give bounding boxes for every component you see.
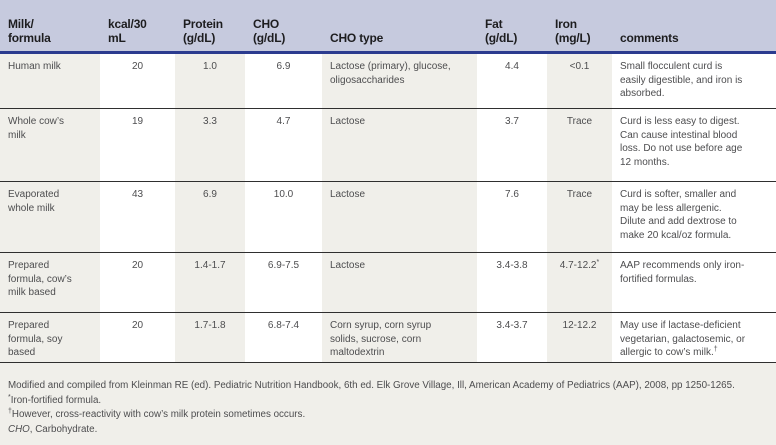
iron-footnote-mark: * <box>596 259 600 266</box>
comments-text: Curd is softer, smaller and may be less … <box>620 189 737 241</box>
cell-cho: 6.9-7.5 <box>267 260 300 271</box>
column-header-fat: Fat (g/dL) <box>485 17 518 45</box>
column-header-comments: comments <box>620 31 679 45</box>
column-header-iron: Iron (mg/L) <box>555 17 591 45</box>
cell-protein: 1.0 <box>175 54 245 108</box>
cell-iron: Trace <box>547 109 612 181</box>
iron-value: 4.7-12.2 <box>559 260 597 271</box>
cell-fat: 3.4-3.8 <box>496 260 528 271</box>
table-row-whole-cows-milk: Whole cow’s milk 19 3.3 4.7 Lactose 3.7 … <box>0 109 776 182</box>
cell-comments: Curd is softer, smaller and may be less … <box>612 182 776 252</box>
cell-cho-type: Lactose <box>322 109 477 181</box>
cell-kcal: 43 <box>131 189 144 200</box>
table-footnotes: Modified and compiled from Kleinman RE (… <box>0 363 776 445</box>
cell-cho: 4.7 <box>276 116 291 127</box>
cell-fat: 7.6 <box>505 189 519 200</box>
column-header-protein: Protein (g/dL) <box>183 17 223 45</box>
cell-iron: 4.7-12.2* <box>547 253 612 312</box>
cell-comments: Small flocculent curd is easily digestib… <box>612 54 776 108</box>
cell-cho-type: Lactose <box>322 253 477 312</box>
iron-value: 12-12.2 <box>562 320 597 331</box>
cell-protein: 6.9 <box>175 182 245 252</box>
footnote-cross-reactivity: †However, cross-reactivity with cow’s mi… <box>8 408 766 423</box>
abbreviation-term: CHO <box>8 423 30 435</box>
table-row-prepared-formula-cows-milk: Prepared formula, cow’s milk based 20 1.… <box>0 253 776 313</box>
footnote-source: Modified and compiled from Kleinman RE (… <box>8 380 735 391</box>
cell-protein: 3.3 <box>175 109 245 181</box>
column-header-kcal: kcal/30 mL <box>108 17 147 45</box>
footnote-iron-text: Iron-fortified formula. <box>10 394 102 406</box>
comments-text: Small flocculent curd is easily digestib… <box>620 61 743 99</box>
comments-text: Curd is less easy to digest. Can cause i… <box>620 116 743 168</box>
cell-comments: May use if lactase-deficient vegetarian,… <box>612 313 776 362</box>
footnote-cross-text: However, cross-reactivity with cow’s mil… <box>11 409 306 421</box>
cell-protein: 1.4-1.7 <box>175 253 245 312</box>
cell-fat: 4.4 <box>505 61 519 72</box>
cell-kcal: 20 <box>131 61 144 72</box>
cell-kcal: 19 <box>131 116 144 127</box>
comments-footnote-mark: † <box>713 346 718 353</box>
dagger-mark: † <box>8 408 12 416</box>
column-header-milk-formula: Milk/ formula <box>8 17 51 45</box>
table-header-row: Milk/ formula kcal/30 mL Protein (g/dL) … <box>0 0 776 54</box>
cell-cho: 6.9 <box>276 61 291 72</box>
cell-cho: 6.8-7.4 <box>267 320 300 331</box>
footnote-iron-fortified: *Iron-fortified formula. <box>8 394 766 409</box>
iron-value: <0.1 <box>569 61 590 72</box>
cell-milk-name: Whole cow’s milk <box>0 109 100 181</box>
cell-cho-type: Corn syrup, corn syrup solids, sucrose, … <box>322 313 477 362</box>
cell-iron: 12-12.2 <box>547 313 612 362</box>
cell-milk-name: Human milk <box>0 54 100 108</box>
cell-milk-name: Prepared formula, soy based <box>0 313 100 362</box>
cell-kcal: 20 <box>131 260 144 271</box>
iron-value: Trace <box>566 189 593 200</box>
cell-kcal: 20 <box>131 320 144 331</box>
cell-iron: Trace <box>547 182 612 252</box>
cell-cho-type: Lactose (primary), glucose, oligosacchar… <box>322 54 477 108</box>
cell-fat: 3.7 <box>505 116 519 127</box>
cell-cho: 10.0 <box>273 189 294 200</box>
cell-protein: 1.7-1.8 <box>175 313 245 362</box>
cell-milk-name: Evaporated whole milk <box>0 182 100 252</box>
cell-comments: Curd is less easy to digest. Can cause i… <box>612 109 776 181</box>
comments-text: May use if lactase-deficient vegetarian,… <box>620 320 746 358</box>
table-row-human-milk: Human milk 20 1.0 6.9 Lactose (primary),… <box>0 54 776 109</box>
cell-cho-type: Lactose <box>322 182 477 252</box>
table-row-evaporated-whole-milk: Evaporated whole milk 43 6.9 10.0 Lactos… <box>0 182 776 253</box>
table-row-prepared-formula-soy: Prepared formula, soy based 20 1.7-1.8 6… <box>0 313 776 363</box>
asterisk-mark: * <box>8 393 11 401</box>
column-header-cho: CHO (g/dL) <box>253 17 286 45</box>
cell-comments: AAP recommends only iron-fortified formu… <box>612 253 776 312</box>
footnote-abbreviation: CHO, Carbohydrate. <box>8 423 766 438</box>
iron-value: Trace <box>566 116 593 127</box>
abbreviation-definition: , Carbohydrate. <box>29 423 98 435</box>
comments-text: AAP recommends only iron-fortified formu… <box>620 260 745 285</box>
cell-fat: 3.4-3.7 <box>496 320 528 331</box>
column-header-cho-type: CHO type <box>330 31 384 45</box>
cell-milk-name: Prepared formula, cow’s milk based <box>0 253 100 312</box>
cell-iron: <0.1 <box>547 54 612 108</box>
